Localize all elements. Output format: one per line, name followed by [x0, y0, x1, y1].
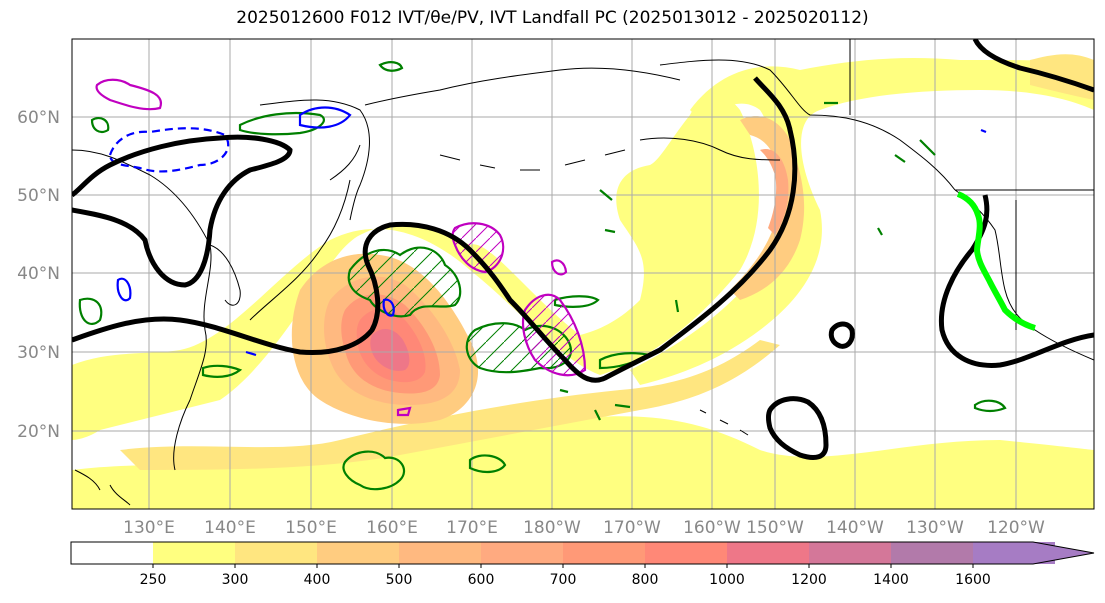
colorbar-segment: [153, 542, 235, 564]
colorbar-segment: [809, 542, 891, 564]
colorbar-tick-label: 250: [140, 572, 167, 588]
colorbar-tick-label: 500: [386, 572, 413, 588]
lon-labels: 130°E 140°E 150°E 160°E 170°E 180°W 170°…: [123, 518, 1045, 538]
figure-title: 2025012600 F012 IVT/θe/PV, IVT Landfall …: [236, 8, 869, 28]
landfall-line: [956, 191, 1036, 331]
colorbar-segment: [317, 542, 399, 564]
colorbar-outline: [70, 541, 1095, 565]
lon-label: 170°E: [446, 518, 498, 538]
lon-label: 180°W: [523, 518, 581, 538]
lon-label: 160°E: [366, 518, 418, 538]
colorbar-tick-label: 300: [222, 572, 249, 588]
lat-label: 30°N: [17, 343, 60, 363]
colorbar-tick-label: 1600: [955, 572, 991, 588]
colorbar-extension: [973, 542, 1094, 564]
lon-label: 150°E: [285, 518, 337, 538]
colorbar: 250 300 400 500 600 700 800 1000 1200 1400 1600: [70, 541, 1095, 588]
lon-label: 160°W: [683, 518, 741, 538]
colorbar-tick-label: 600: [468, 572, 495, 588]
gridlines: [72, 39, 1094, 509]
lon-label: 130°W: [906, 518, 964, 538]
colorbar-segment: [563, 542, 645, 564]
lat-labels: 60°N 50°N 40°N 30°N 20°N: [17, 108, 60, 442]
colorbar-segment: [235, 542, 317, 564]
plot-frame: [71, 38, 1095, 510]
colorbar-segment: [727, 542, 809, 564]
colorbar-tick-label: 800: [632, 572, 659, 588]
colorbar-segment: [481, 542, 563, 564]
colorbar-segment: [71, 542, 153, 564]
colorbar-segment: [399, 542, 481, 564]
lon-label: 140°E: [204, 518, 256, 538]
hatched-contours: [95, 78, 587, 417]
lon-label: 150°W: [746, 518, 804, 538]
lat-label: 60°N: [17, 108, 60, 128]
pv-contours: [72, 39, 1094, 460]
lon-label: 130°E: [123, 518, 175, 538]
colorbar-segment: [645, 542, 727, 564]
colorbar-tick-label: 1000: [709, 572, 745, 588]
lat-label: 20°N: [17, 422, 60, 442]
colorbar-tick-label: 1400: [873, 572, 909, 588]
lon-label: 120°W: [987, 518, 1045, 538]
colorbar-tick-label: 700: [550, 572, 577, 588]
lat-label: 40°N: [17, 264, 60, 284]
lon-label: 140°W: [826, 518, 884, 538]
colorbar-tick-label: 1200: [791, 572, 827, 588]
negative-contours: [108, 106, 987, 357]
lon-label: 170°W: [603, 518, 661, 538]
colorbar-tick-label: 400: [304, 572, 331, 588]
ivt-shading: [72, 54, 1094, 509]
colorbar-segment: [891, 542, 973, 564]
lat-label: 50°N: [17, 186, 60, 206]
